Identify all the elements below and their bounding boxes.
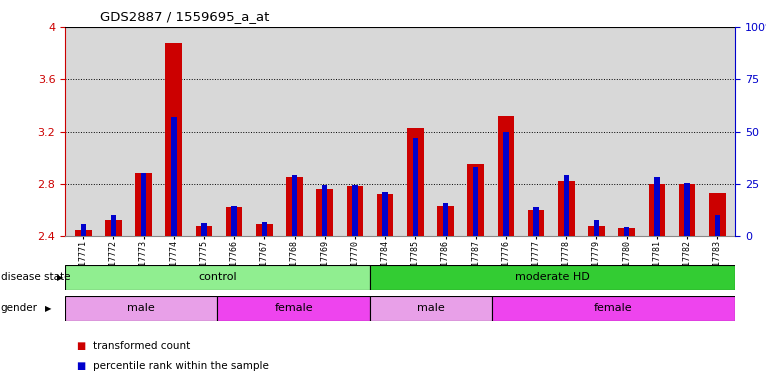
Bar (105, 220, 122, 236)
Bar (588, 226, 605, 236)
Bar (80, 224, 86, 236)
Bar (231, 206, 237, 236)
Text: GDS2887 / 1559695_a_at: GDS2887 / 1559695_a_at (100, 10, 269, 23)
Bar (503, 131, 509, 236)
Bar (498, 116, 514, 236)
Bar (292, 175, 297, 236)
Bar (352, 185, 358, 236)
Bar (684, 182, 689, 236)
Bar (65, 265, 370, 290)
Bar (262, 222, 267, 236)
Bar (654, 177, 660, 236)
Bar (111, 215, 116, 236)
Bar (437, 206, 453, 236)
Text: moderate HD: moderate HD (516, 272, 590, 283)
Bar (256, 224, 273, 236)
Bar (558, 181, 574, 236)
Bar (533, 207, 538, 236)
Bar (226, 207, 243, 236)
Text: transformed count: transformed count (93, 341, 191, 351)
Bar (195, 226, 212, 236)
Text: ▶: ▶ (45, 304, 51, 313)
Bar (467, 164, 484, 236)
Bar (316, 189, 333, 236)
Bar (413, 138, 418, 236)
Bar (594, 220, 599, 236)
Bar (75, 230, 91, 236)
Bar (286, 177, 303, 236)
Bar (370, 265, 735, 290)
Text: male: male (127, 303, 155, 313)
Text: control: control (198, 272, 237, 283)
Bar (171, 117, 176, 236)
Bar (141, 174, 146, 236)
Bar (715, 215, 720, 236)
Bar (649, 184, 665, 236)
Bar (382, 192, 388, 236)
Bar (65, 296, 218, 321)
Text: gender: gender (1, 303, 38, 313)
Bar (407, 127, 424, 236)
Bar (201, 223, 207, 236)
Bar (136, 174, 152, 236)
Bar (322, 185, 328, 236)
Text: female: female (274, 303, 313, 313)
Bar (492, 296, 735, 321)
Text: disease state: disease state (1, 272, 70, 283)
Bar (218, 296, 370, 321)
Text: percentile rank within the sample: percentile rank within the sample (93, 361, 270, 371)
Bar (618, 228, 635, 236)
Bar (377, 194, 394, 236)
Bar (679, 184, 696, 236)
Text: ■: ■ (77, 361, 86, 371)
Bar (370, 296, 492, 321)
Bar (473, 167, 479, 236)
Bar (624, 227, 630, 236)
Text: ■: ■ (77, 341, 86, 351)
Bar (165, 43, 182, 236)
Text: female: female (594, 303, 633, 313)
Bar (528, 210, 545, 236)
Bar (347, 187, 363, 236)
Bar (564, 175, 569, 236)
Text: ▶: ▶ (57, 273, 64, 282)
Bar (709, 193, 725, 236)
Bar (443, 204, 448, 236)
Text: male: male (417, 303, 444, 313)
